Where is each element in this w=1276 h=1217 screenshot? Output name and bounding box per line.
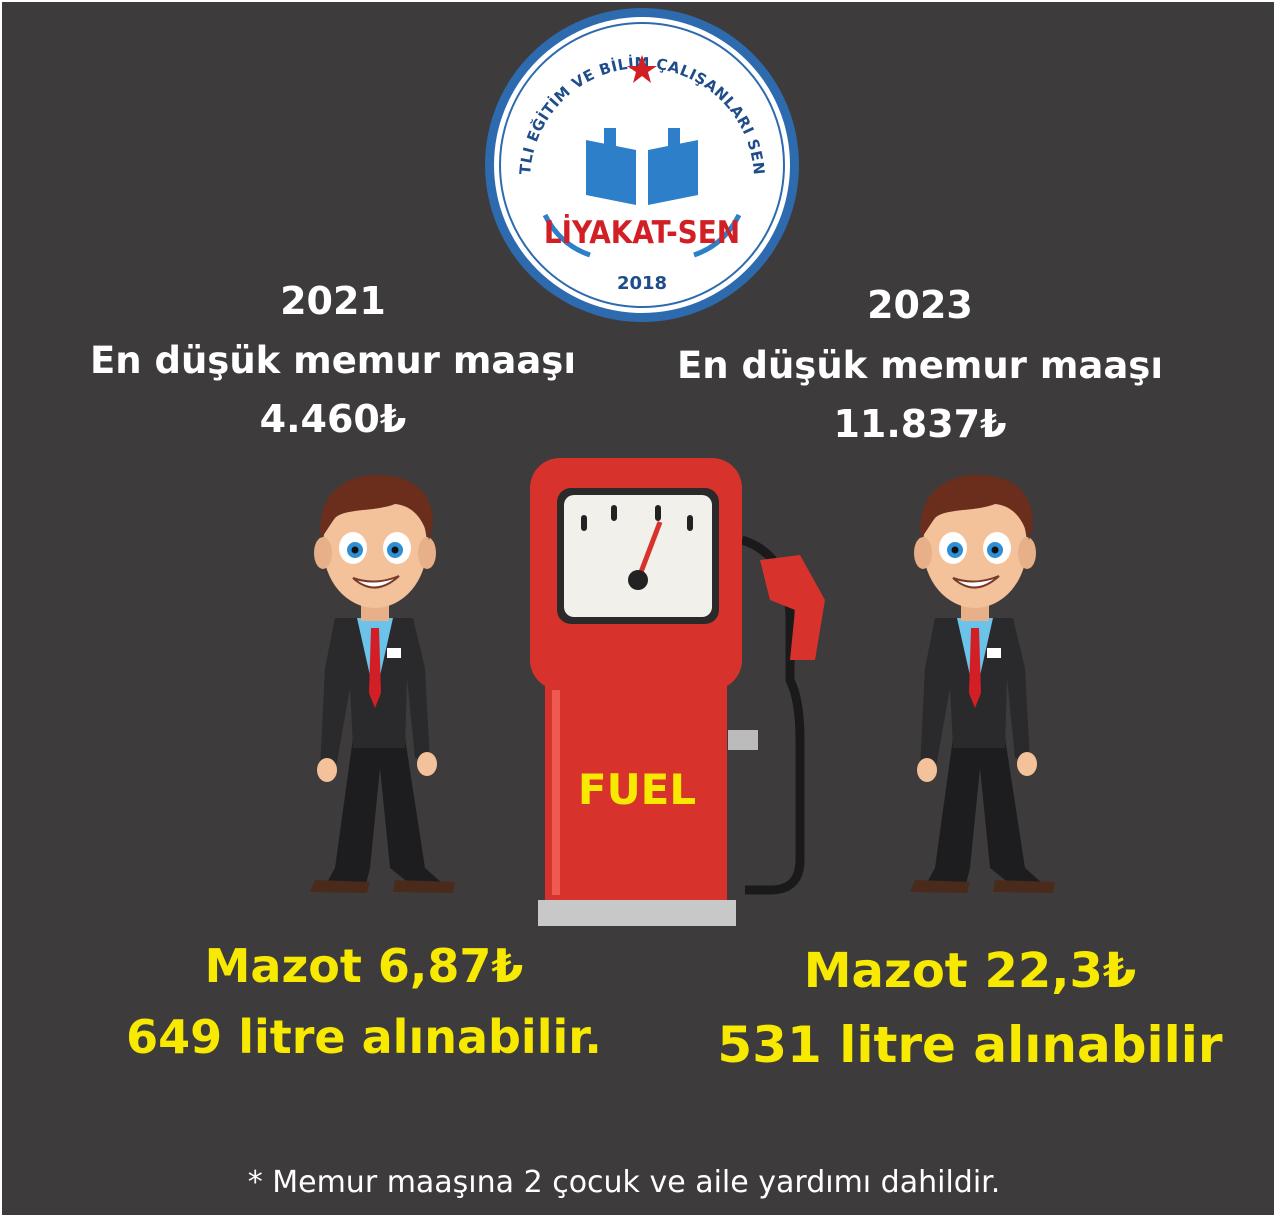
right-litres: 531 litre alınabilir xyxy=(717,1016,1222,1074)
footnote: * Memur maaşına 2 çocuk ve aile yardımı … xyxy=(248,1165,1001,1200)
left-fuel-price: Mazot 6,87₺ xyxy=(205,939,524,993)
right-salary: 11.837₺ xyxy=(833,402,1006,446)
left-salary: 4.460₺ xyxy=(260,397,407,441)
right-label: En düşük memur maaşı xyxy=(677,344,1163,387)
body: {"logo": {"ring_text": "LİYAKATLI EĞİTİM… xyxy=(0,0,1276,1217)
right-fuel-price: Mazot 22,3₺ xyxy=(804,943,1137,999)
right-year: 2023 xyxy=(867,283,973,327)
left-label: En düşük memur maaşı xyxy=(90,339,576,382)
left-year: 2021 xyxy=(280,279,386,323)
infographic: LİYAKATLI EĞİTİM VE BİLİM ÇALIŞANLARI SE… xyxy=(0,0,1276,1217)
pump-label: FUEL xyxy=(578,765,696,814)
page: Liyakat-Sen html, body { margin: 0; padd… xyxy=(0,0,1276,1217)
logo-year: 2018 xyxy=(617,273,667,294)
logo-name: LİYAKAT-SEN xyxy=(544,215,740,251)
left-litres: 649 litre alınabilir. xyxy=(126,1010,602,1064)
